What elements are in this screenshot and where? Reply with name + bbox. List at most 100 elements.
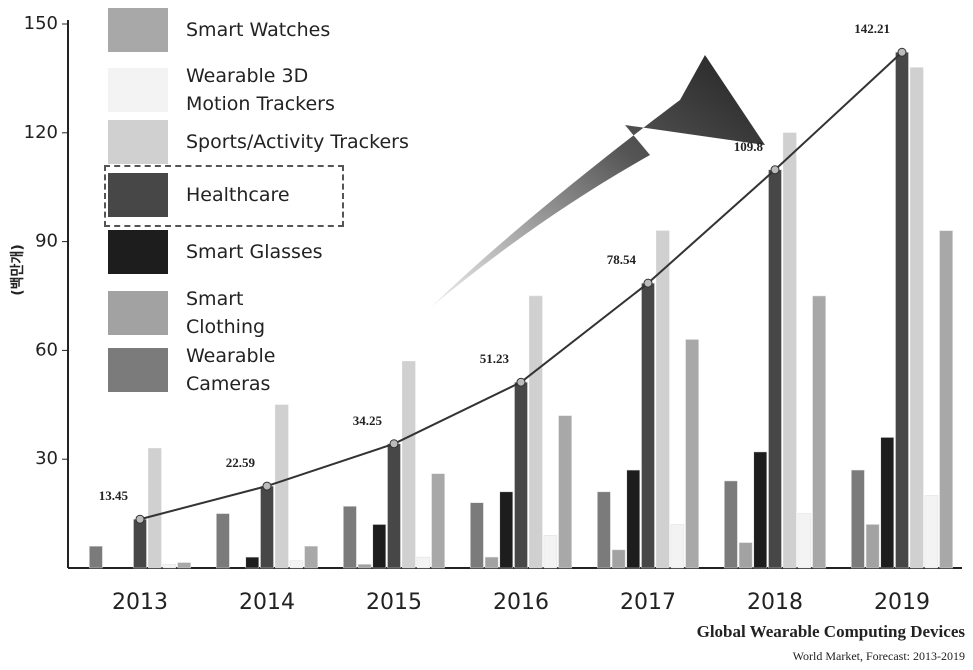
bar [514, 381, 528, 569]
bar [289, 560, 304, 569]
bar [851, 469, 865, 569]
legend-item: Smart Watches [108, 8, 330, 52]
bar [543, 535, 558, 569]
trend-marker [135, 514, 145, 524]
legend-label: Wearable Cameras [186, 345, 276, 395]
bar [470, 502, 484, 569]
x-tick-label: 2017 [620, 590, 676, 615]
legend-item: Smart Clothing [108, 285, 265, 341]
trend-marker [897, 47, 907, 57]
legend-swatch [108, 173, 168, 217]
legend-item: Wearable 3D Motion Trackers [108, 62, 335, 118]
bar [812, 295, 826, 569]
x-tick-label: 2016 [493, 590, 549, 615]
y-axis-label: (백만개) [10, 244, 26, 295]
bar [528, 295, 543, 569]
bar [431, 473, 445, 569]
x-tick-label: 2018 [747, 590, 803, 615]
y-tick-label: 150 [24, 13, 58, 34]
bar [245, 556, 260, 569]
trend-arrow [430, 55, 765, 308]
data-label: 22.59 [226, 455, 256, 470]
bar [880, 437, 895, 569]
x-tick-label: 2015 [366, 590, 422, 615]
legend-label: Wearable 3D Motion Trackers [186, 65, 335, 115]
bar [641, 282, 655, 569]
bar [177, 562, 191, 569]
y-tick-label: 90 [35, 231, 58, 252]
legend-item: Smart Glasses [108, 230, 323, 274]
bar [670, 524, 685, 569]
data-label: 34.25 [353, 413, 383, 428]
chart-title: Global Wearable Computing Devices [697, 622, 966, 641]
x-tick-label: 2013 [112, 590, 168, 615]
bar [626, 469, 641, 569]
bar [738, 542, 753, 569]
bar [162, 564, 177, 569]
bar [797, 513, 812, 569]
trend-marker [389, 439, 399, 449]
bar [147, 448, 162, 569]
legend-swatch [108, 291, 168, 335]
legend-label: Healthcare [186, 184, 290, 206]
y-tick-label: 30 [35, 448, 58, 469]
bar [611, 549, 626, 569]
chart-subtitle: World Market, Forecast: 2013-2019 [793, 649, 965, 663]
bar [401, 361, 416, 569]
bar [909, 67, 924, 569]
trend-marker [770, 165, 780, 175]
bar [753, 451, 768, 569]
legend-swatch [108, 348, 168, 392]
bar [655, 230, 670, 569]
bar [895, 52, 909, 569]
bar [782, 132, 797, 569]
bar [133, 518, 147, 569]
highlight-box [104, 165, 344, 227]
legend-swatch [108, 8, 168, 52]
trend-marker [516, 377, 526, 387]
bar [558, 415, 572, 569]
bar [416, 556, 431, 569]
bar [304, 545, 318, 569]
legend-swatch [108, 120, 168, 164]
bar [865, 524, 880, 569]
y-tick-label: 60 [35, 339, 58, 360]
bar [216, 513, 230, 569]
bar [924, 495, 939, 569]
bar [724, 480, 738, 569]
bar [484, 556, 499, 569]
bar [597, 491, 611, 569]
legend-label: Smart Glasses [186, 241, 323, 263]
bar [387, 443, 401, 569]
legend-swatch [108, 230, 168, 274]
bar [260, 485, 274, 569]
y-tick-label: 120 [24, 122, 58, 143]
legend-item: Wearable Cameras [108, 342, 276, 398]
bar [939, 230, 953, 569]
bar [274, 404, 289, 569]
trend-marker [262, 481, 272, 491]
trend-marker [643, 278, 653, 288]
x-tick-label: 2019 [874, 590, 930, 615]
bar [768, 169, 782, 569]
legend-label: Smart Clothing [186, 288, 266, 338]
bar [372, 524, 387, 569]
data-label: 142.21 [854, 21, 890, 36]
bar [89, 545, 103, 569]
bar [357, 564, 372, 569]
legend-item: Sports/Activity Trackers [108, 120, 409, 164]
legend-label: Smart Watches [186, 19, 331, 41]
x-tick-label: 2014 [239, 590, 295, 615]
legend-swatch [108, 68, 168, 112]
data-label: 13.45 [99, 488, 129, 503]
legend-label: Sports/Activity Trackers [186, 131, 409, 153]
data-label: 78.54 [607, 252, 637, 267]
data-label: 51.23 [480, 351, 510, 366]
bar [343, 506, 357, 569]
bar [499, 491, 514, 569]
data-label: 109.8 [734, 139, 764, 154]
legend-item: Healthcare [108, 173, 290, 217]
bar [685, 339, 699, 569]
